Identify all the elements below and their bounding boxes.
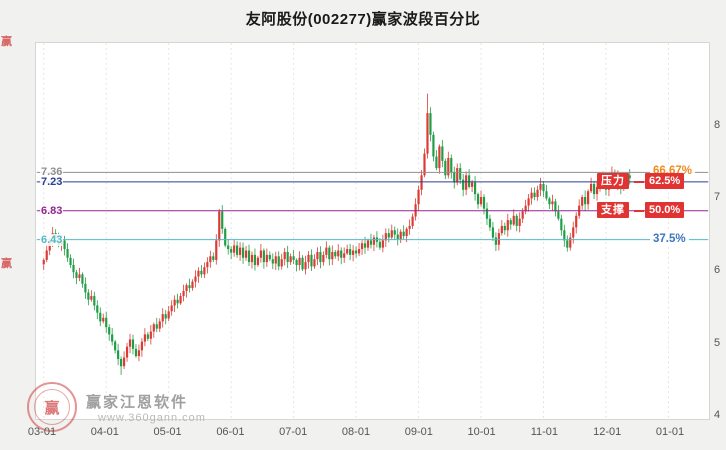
x-axis-label: 07-01: [279, 426, 308, 438]
y-axis-label: 5: [714, 336, 721, 349]
x-axis-label: 08-01: [341, 426, 371, 438]
x-axis-label: 03-01: [27, 426, 57, 438]
pressure-support-badge: 支撑: [597, 201, 629, 218]
level-price-label: 6.43: [40, 233, 64, 246]
y-axis-label: 4: [714, 409, 721, 422]
chart-title: 友阿股份(002277)赢家波段百分比: [245, 11, 481, 28]
x-axis-label: 09-01: [404, 426, 433, 438]
percent-badge: 62.5%: [645, 172, 685, 189]
x-axis-label: 10-01: [467, 426, 496, 438]
y-axis-label: 8: [714, 118, 721, 131]
pressure-support-badge: 压力: [597, 172, 629, 189]
percent-label: 37.5%: [650, 231, 689, 247]
percent-badge: 50.0%: [645, 201, 685, 218]
watermark-url: www.360gann.com: [98, 412, 206, 424]
plot-area: [35, 42, 710, 420]
y-axis-label: 6: [714, 263, 721, 276]
watermark-brand: 赢家江恩软件: [86, 394, 189, 411]
watermark-fragment-icon: 赢: [1, 36, 12, 48]
y-axis-label: 7: [714, 191, 721, 204]
x-axis-label: 11-01: [530, 426, 559, 438]
brand-seal-char: 赢: [34, 389, 70, 425]
x-axis-label: 06-01: [216, 426, 245, 438]
level-price-label: 6.83: [40, 204, 64, 217]
x-axis-label: 05-01: [153, 426, 182, 438]
x-axis-label: 12-01: [593, 426, 622, 438]
level-price-label: 7.23: [40, 175, 64, 188]
badge-leader-line: [634, 180, 644, 183]
candlestick-canvas: [36, 43, 709, 419]
brand-seal-icon: 赢: [27, 382, 77, 432]
level-price-label: 7.36: [40, 166, 64, 179]
x-axis-label: 04-01: [90, 426, 119, 438]
badge-leader-line: [634, 209, 644, 212]
watermark-fragment-icon: 赢: [1, 258, 12, 270]
x-axis-label: 01-01: [655, 426, 685, 438]
